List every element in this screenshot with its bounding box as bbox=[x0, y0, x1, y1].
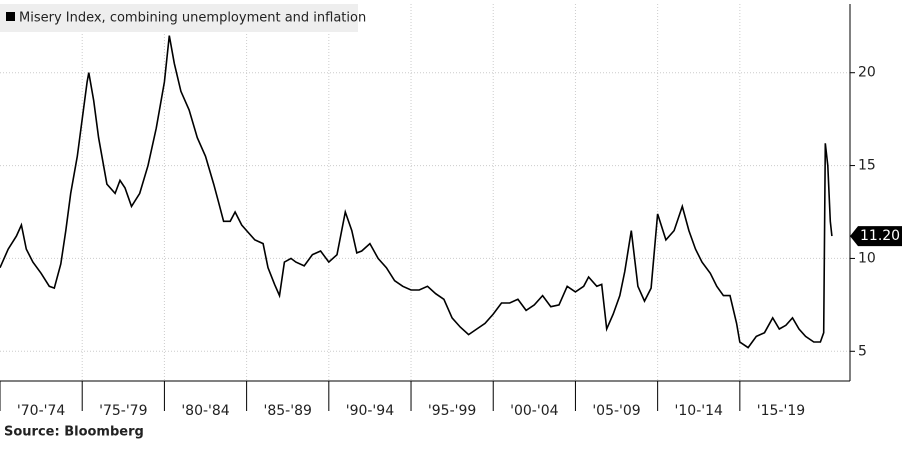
legend-label: Misery Index, combining unemployment and… bbox=[19, 11, 366, 26]
last-value-label: 11.20 bbox=[860, 228, 900, 244]
x-tick-label: '00-'04 bbox=[510, 403, 558, 419]
y-tick-label: 20 bbox=[858, 65, 876, 81]
x-tick-label: '05-'09 bbox=[592, 403, 640, 419]
x-tick-label: '75-'79 bbox=[99, 403, 147, 419]
line bbox=[0, 35, 833, 349]
x-tick-label: '10-'14 bbox=[675, 403, 723, 419]
legend-box bbox=[0, 4, 358, 32]
last-value-tag bbox=[850, 226, 902, 247]
source: Source: Bloomberg bbox=[4, 425, 144, 440]
x-tick-label: '80-'84 bbox=[181, 403, 229, 419]
y-tick-label: 5 bbox=[858, 343, 867, 359]
x-tick-label: '95-'99 bbox=[428, 403, 476, 419]
x-tick-label: '15-'19 bbox=[757, 403, 805, 419]
legend-swatch bbox=[6, 12, 15, 21]
x-tick-label: '70-'74 bbox=[17, 403, 65, 419]
y-tick-label: 15 bbox=[858, 158, 876, 174]
x-tick-label: '85-'89 bbox=[264, 403, 312, 419]
x-tick-label: '90-'94 bbox=[346, 403, 394, 419]
y-tick-label: 10 bbox=[858, 250, 876, 266]
